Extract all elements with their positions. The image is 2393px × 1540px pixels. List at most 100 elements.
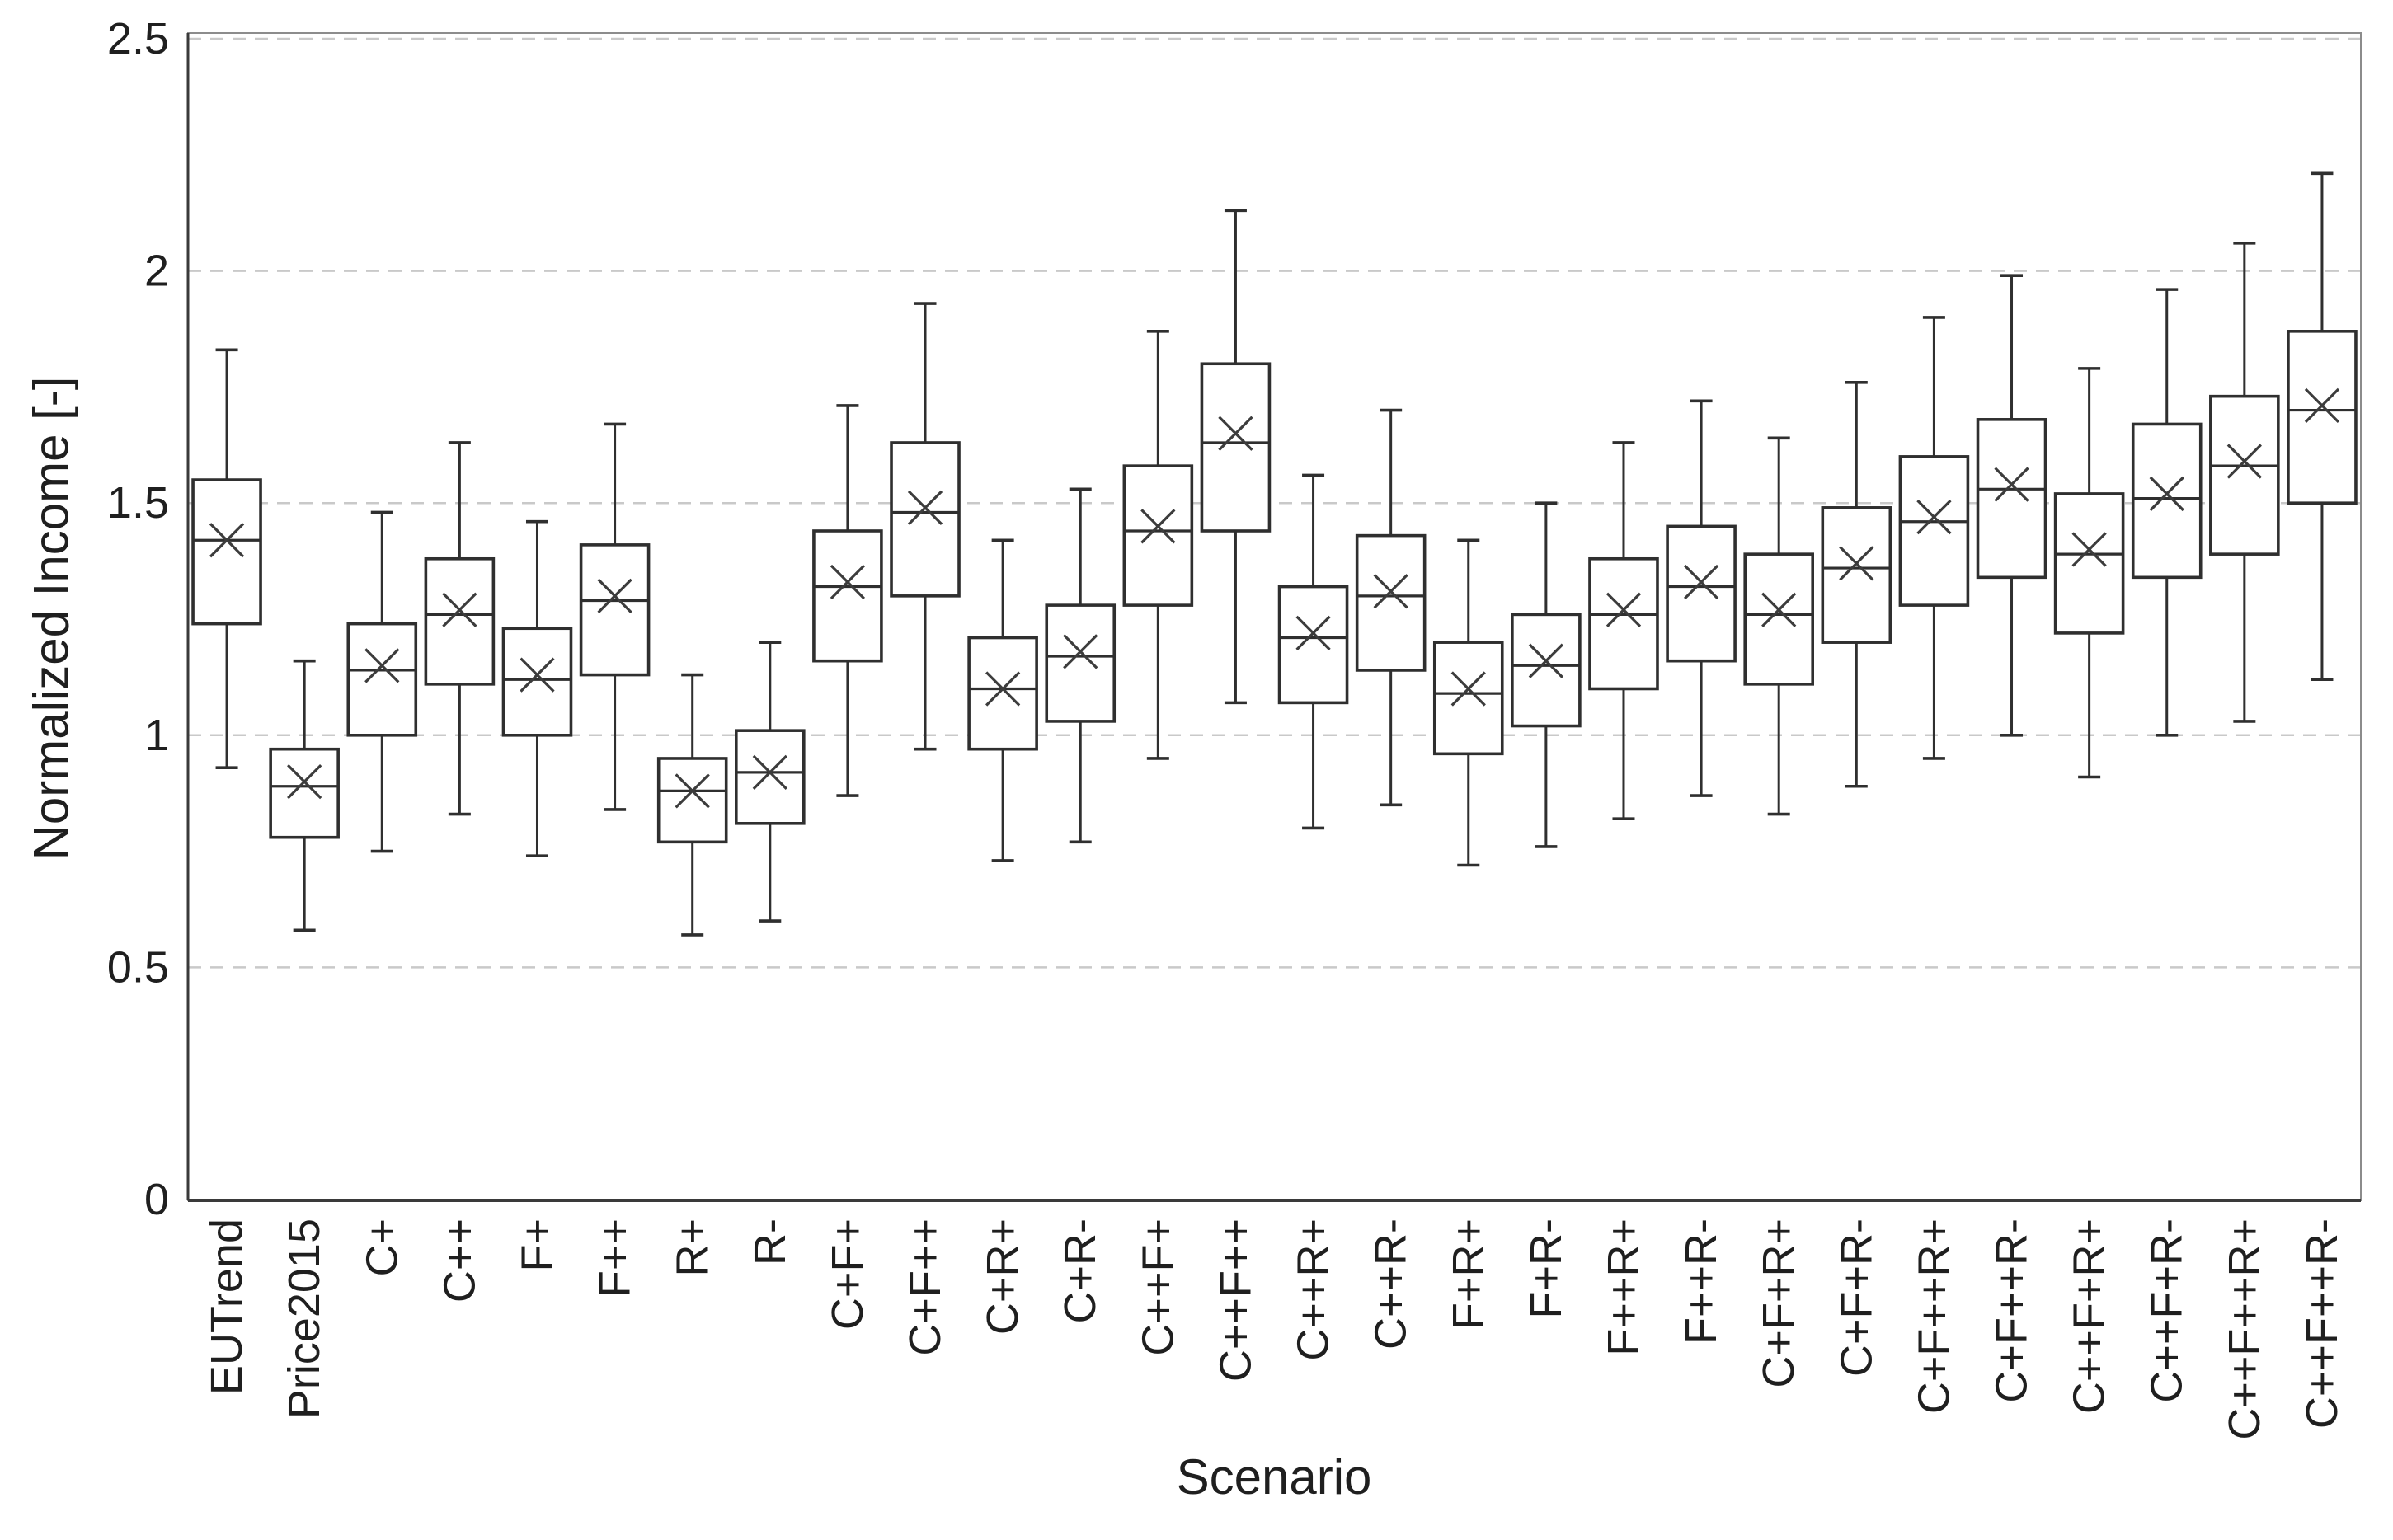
- iqr-box: [1122, 464, 1194, 607]
- box-plot-R+: [656, 673, 728, 937]
- box-plot-EUTrend: [191, 348, 262, 770]
- box-plots: [191, 171, 2358, 937]
- mean-marker: [907, 490, 943, 525]
- box-plot-C++: [424, 441, 496, 816]
- box-plot-C++R-: [1355, 408, 1427, 807]
- box-plot-C++F+R-: [2131, 288, 2203, 737]
- mean-marker: [2304, 387, 2340, 424]
- iqr-box: [2131, 422, 2203, 580]
- plot-area-border: [187, 32, 2362, 1201]
- x-tick-label-C+R+: C+R+: [978, 1218, 1027, 1335]
- iqr-box: [656, 757, 728, 844]
- mean-marker: [830, 564, 866, 600]
- box-plot-C+R-: [1045, 487, 1117, 844]
- x-tick-label-C+F+: C+F+: [823, 1218, 872, 1330]
- x-tick-label-C++F+R+: C++F+R+: [2065, 1218, 2114, 1414]
- x-tick-label-C++F++: C++F++: [1211, 1218, 1260, 1382]
- x-tick-label-F++R+: F++R+: [1599, 1218, 1648, 1356]
- iqr-box: [269, 747, 340, 839]
- x-tick-label-C+F++R+: C+F++R+: [1909, 1218, 1958, 1414]
- iqr-box: [1432, 641, 1504, 756]
- x-tick-label-F++: F++: [590, 1218, 640, 1298]
- box-plot-F+: [501, 519, 573, 858]
- iqr-box: [191, 478, 262, 626]
- iqr-box: [890, 441, 961, 598]
- x-tick-label-R+: R+: [668, 1218, 717, 1277]
- iqr-box: [424, 556, 496, 686]
- mean-marker: [597, 578, 632, 613]
- box-plot-F+R+: [1432, 538, 1504, 867]
- iqr-box: [1045, 603, 1117, 723]
- iqr-box: [501, 627, 573, 737]
- y-axis-title: Normalized Income [-]: [24, 377, 79, 861]
- mean-marker: [1373, 574, 1408, 609]
- x-axis-tick-labels: EUTrend Price2015 C+ C++ F+ F++ R+ R- C+F+ C+F++ C…: [202, 1218, 2347, 1440]
- mean-marker: [1839, 546, 1874, 581]
- mean-marker: [1606, 592, 1642, 627]
- box-plot-C+F+R+: [1743, 436, 1814, 816]
- iqr-box: [1277, 585, 1349, 705]
- box-plot-C+F++R+: [1898, 316, 1970, 760]
- box-plot-C+F+: [812, 404, 883, 797]
- iqr-box: [1511, 613, 1582, 728]
- box-plot-C++F+: [1122, 330, 1194, 760]
- iqr-box: [1588, 556, 1659, 691]
- x-tick-label-R-: R-: [745, 1218, 795, 1265]
- x-tick-label-EUTrend: EUTrend: [202, 1218, 252, 1395]
- x-tick-label-C++F++R+: C++F++R+: [2220, 1218, 2269, 1440]
- iqr-box: [1355, 533, 1427, 672]
- iqr-box: [579, 543, 651, 677]
- box-plot-C++F++R+: [2209, 242, 2280, 723]
- iqr-box: [735, 729, 806, 825]
- box-plot-C+: [346, 510, 418, 853]
- x-tick-label-C++R+: C++R+: [1289, 1218, 1338, 1361]
- mean-marker: [1218, 416, 1253, 451]
- y-tick-label-2: 2: [144, 246, 169, 296]
- axis-lines: [186, 33, 2361, 1202]
- mean-marker: [1761, 592, 1797, 627]
- iqr-box: [1898, 455, 1970, 607]
- iqr-box: [346, 622, 418, 737]
- x-tick-label-C+F++R-: C+F++R-: [1987, 1218, 2037, 1403]
- box-plot-C++F++: [1200, 209, 1272, 705]
- mean-marker: [2071, 532, 2107, 567]
- iqr-box: [812, 529, 883, 663]
- x-tick-label-F+: F+: [512, 1218, 562, 1272]
- mean-marker: [442, 592, 477, 627]
- mean-marker: [1450, 671, 1486, 707]
- x-tick-label-C+: C+: [357, 1218, 407, 1277]
- mean-marker: [2149, 476, 2184, 512]
- iqr-box: [967, 636, 1038, 751]
- mean-marker: [752, 754, 787, 790]
- x-tick-label-C+F++: C+F++: [900, 1218, 950, 1356]
- y-tick-label-1: 1: [144, 711, 169, 760]
- box-plot-C+F++R-: [1976, 274, 2047, 737]
- mean-marker: [1140, 509, 1176, 544]
- box-plot-F+R-: [1511, 501, 1582, 848]
- y-axis-tick-labels: 0 0.5 1 1.5 2 2.5: [107, 14, 169, 1224]
- x-tick-label-F+R+: F+R+: [1444, 1218, 1493, 1330]
- iqr-box: [1821, 506, 1892, 644]
- x-tick-label-C++F++R-: C++F++R-: [2297, 1218, 2347, 1429]
- x-tick-label-C+F+R+: C+F+R+: [1754, 1218, 1803, 1388]
- iqr-box: [2053, 492, 2125, 635]
- iqr-box: [1976, 418, 2047, 580]
- x-tick-label-C+F+R-: C+F+R-: [1831, 1218, 1881, 1377]
- box-plot-C+F+R-: [1821, 380, 1892, 788]
- box-plot-R-: [735, 641, 806, 923]
- y-tick-label-0.5: 0.5: [107, 942, 169, 992]
- mean-marker: [1916, 499, 1952, 535]
- x-tick-label-F+R-: F+R-: [1521, 1218, 1571, 1319]
- box-plot-C++F+R+: [2053, 367, 2125, 779]
- x-tick-label-C++F+R-: C++F+R-: [2142, 1218, 2192, 1403]
- box-plot-C++R+: [1277, 473, 1349, 830]
- mean-marker: [2226, 444, 2262, 479]
- iqr-box: [2209, 394, 2280, 556]
- y-tick-label-1.5: 1.5: [107, 478, 169, 528]
- mean-marker: [520, 657, 555, 693]
- x-axis-title: Scenario: [1177, 1449, 1372, 1505]
- x-tick-label-C+R-: C+R-: [1055, 1218, 1105, 1324]
- mean-marker: [985, 671, 1021, 707]
- mean-marker: [287, 763, 322, 800]
- box-plot-F++R+: [1588, 441, 1659, 820]
